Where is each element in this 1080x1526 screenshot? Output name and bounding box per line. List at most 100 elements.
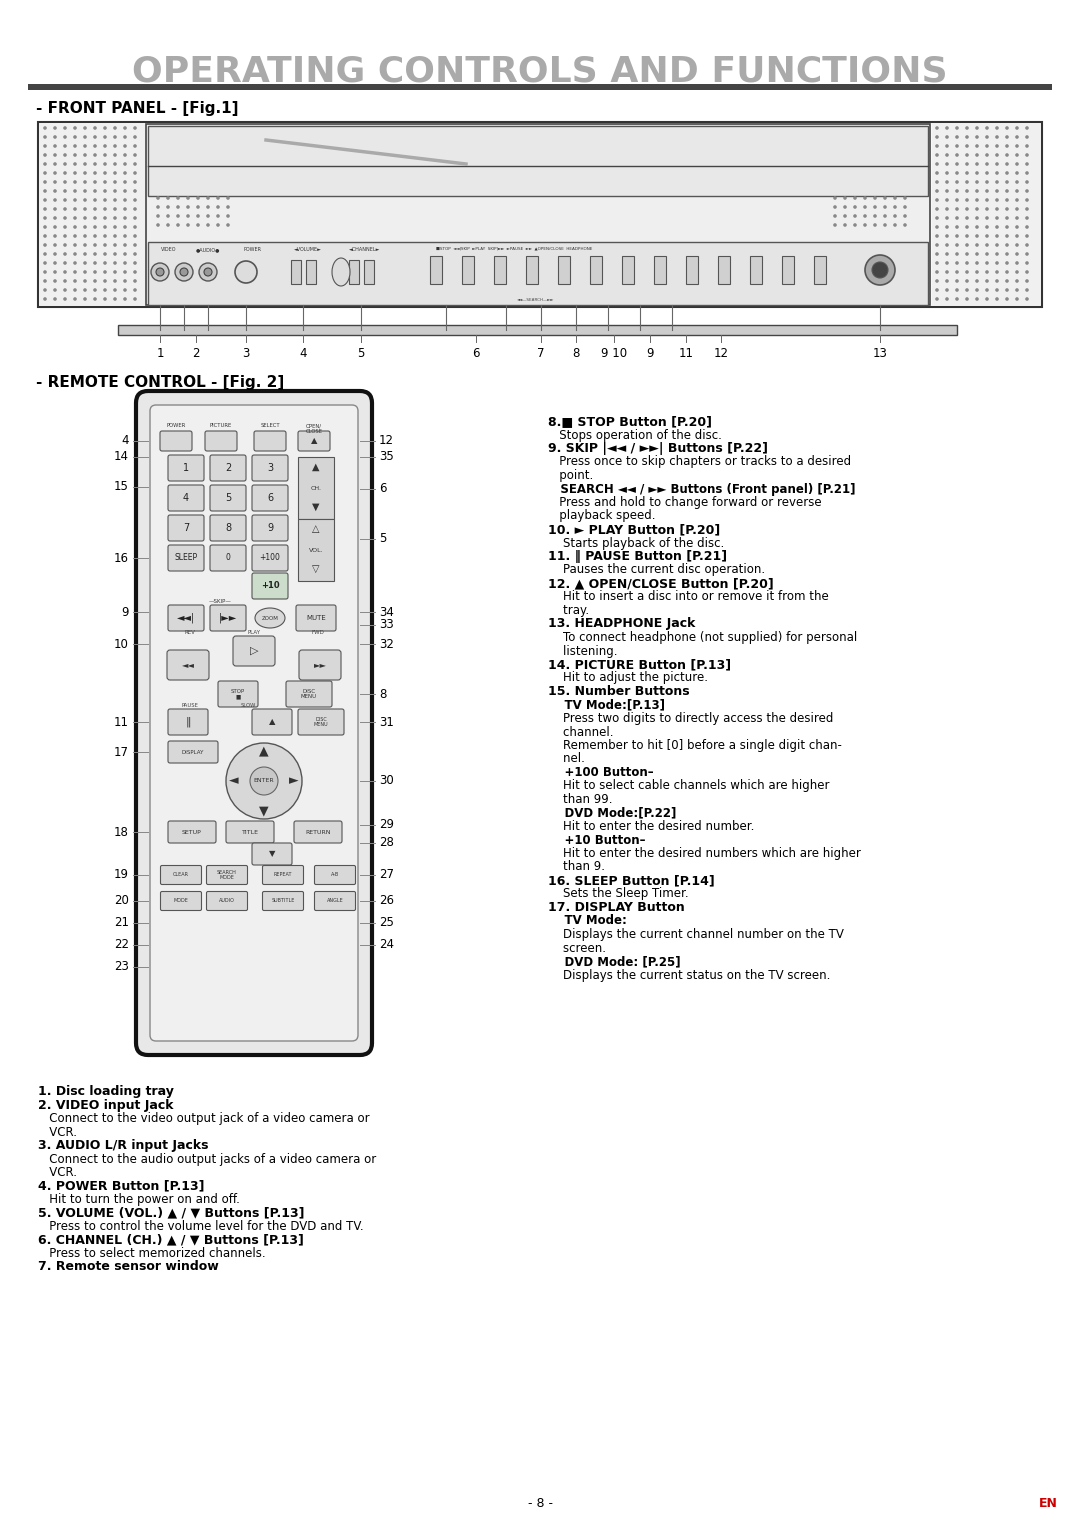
Text: ▲: ▲ [259,745,269,757]
Circle shape [975,189,978,192]
Circle shape [833,204,837,209]
Text: 6. CHANNEL (CH.) ▲ / ▼ Buttons [P.13]: 6. CHANNEL (CH.) ▲ / ▼ Buttons [P.13] [38,1233,303,1247]
Text: 9: 9 [267,523,273,533]
Circle shape [1005,298,1009,301]
Text: nel.: nel. [548,752,585,766]
Circle shape [53,279,57,282]
Text: 18: 18 [114,826,129,838]
Text: 4. POWER Button [P.13]: 4. POWER Button [P.13] [38,1180,204,1192]
Circle shape [133,233,137,238]
Circle shape [64,288,67,291]
Text: 21: 21 [114,917,129,929]
FancyBboxPatch shape [168,455,204,481]
Circle shape [863,204,867,209]
Circle shape [186,223,190,227]
Text: ENTER: ENTER [254,778,274,783]
Text: ◄: ◄ [229,775,239,787]
Ellipse shape [332,258,350,285]
Circle shape [64,298,67,301]
Circle shape [113,136,117,139]
Text: 13. HEADPHONE Jack: 13. HEADPHONE Jack [548,618,696,630]
Text: EN: EN [1039,1497,1057,1511]
Text: REV: REV [185,630,195,635]
Text: 3: 3 [267,462,273,473]
Circle shape [966,252,969,256]
Circle shape [73,162,77,166]
Circle shape [104,127,107,130]
Circle shape [935,261,939,266]
Circle shape [985,162,989,166]
Circle shape [985,298,989,301]
Circle shape [874,204,877,209]
Circle shape [1025,288,1029,291]
Circle shape [166,214,170,218]
Circle shape [64,127,67,130]
Circle shape [1015,180,1018,183]
Circle shape [93,288,97,291]
Circle shape [995,226,999,229]
Circle shape [83,226,86,229]
Text: ◄CHANNEL►: ◄CHANNEL► [349,247,380,252]
Text: SETUP: SETUP [183,830,202,835]
Circle shape [93,233,97,238]
Text: 4: 4 [183,493,189,504]
Circle shape [995,180,999,183]
Bar [118,325,957,336]
Circle shape [93,136,97,139]
Circle shape [893,204,896,209]
Text: 4: 4 [121,435,129,447]
Circle shape [945,279,949,282]
FancyBboxPatch shape [314,891,355,911]
Circle shape [73,136,77,139]
Circle shape [73,243,77,247]
Circle shape [133,217,137,220]
Circle shape [166,223,170,227]
Circle shape [1015,208,1018,211]
Circle shape [73,153,77,157]
Circle shape [53,171,57,175]
Circle shape [176,214,179,218]
Circle shape [985,198,989,201]
Circle shape [843,214,847,218]
Circle shape [1005,208,1009,211]
Circle shape [43,279,46,282]
Circle shape [64,198,67,201]
Text: OPEN/
CLOSE: OPEN/ CLOSE [306,423,323,433]
Circle shape [995,298,999,301]
Text: 11: 11 [678,346,693,360]
Circle shape [104,252,107,256]
Circle shape [53,189,57,192]
Circle shape [123,127,126,130]
Circle shape [985,171,989,175]
Circle shape [249,768,278,795]
Circle shape [1005,189,1009,192]
Bar [462,256,474,284]
Text: Hit to adjust the picture.: Hit to adjust the picture. [548,671,708,685]
Circle shape [43,233,46,238]
Circle shape [123,298,126,301]
Text: TV Mode:: TV Mode: [548,914,626,928]
Bar [364,259,374,284]
Circle shape [83,153,86,157]
Circle shape [975,208,978,211]
Circle shape [935,252,939,256]
Circle shape [955,252,959,256]
Text: STOP
■: STOP ■ [231,688,245,699]
Circle shape [83,252,86,256]
Text: 8: 8 [572,346,580,360]
Circle shape [113,226,117,229]
Text: 5: 5 [357,346,365,360]
Circle shape [945,252,949,256]
Circle shape [133,252,137,256]
Circle shape [935,198,939,201]
Circle shape [843,204,847,209]
Circle shape [123,270,126,273]
Text: 10. ► PLAY Button [P.20]: 10. ► PLAY Button [P.20] [548,523,720,536]
Circle shape [985,189,989,192]
Circle shape [216,214,220,218]
Circle shape [73,261,77,266]
Text: Displays the current channel number on the TV: Displays the current channel number on t… [548,928,843,942]
Circle shape [123,233,126,238]
Circle shape [113,261,117,266]
Circle shape [104,298,107,301]
